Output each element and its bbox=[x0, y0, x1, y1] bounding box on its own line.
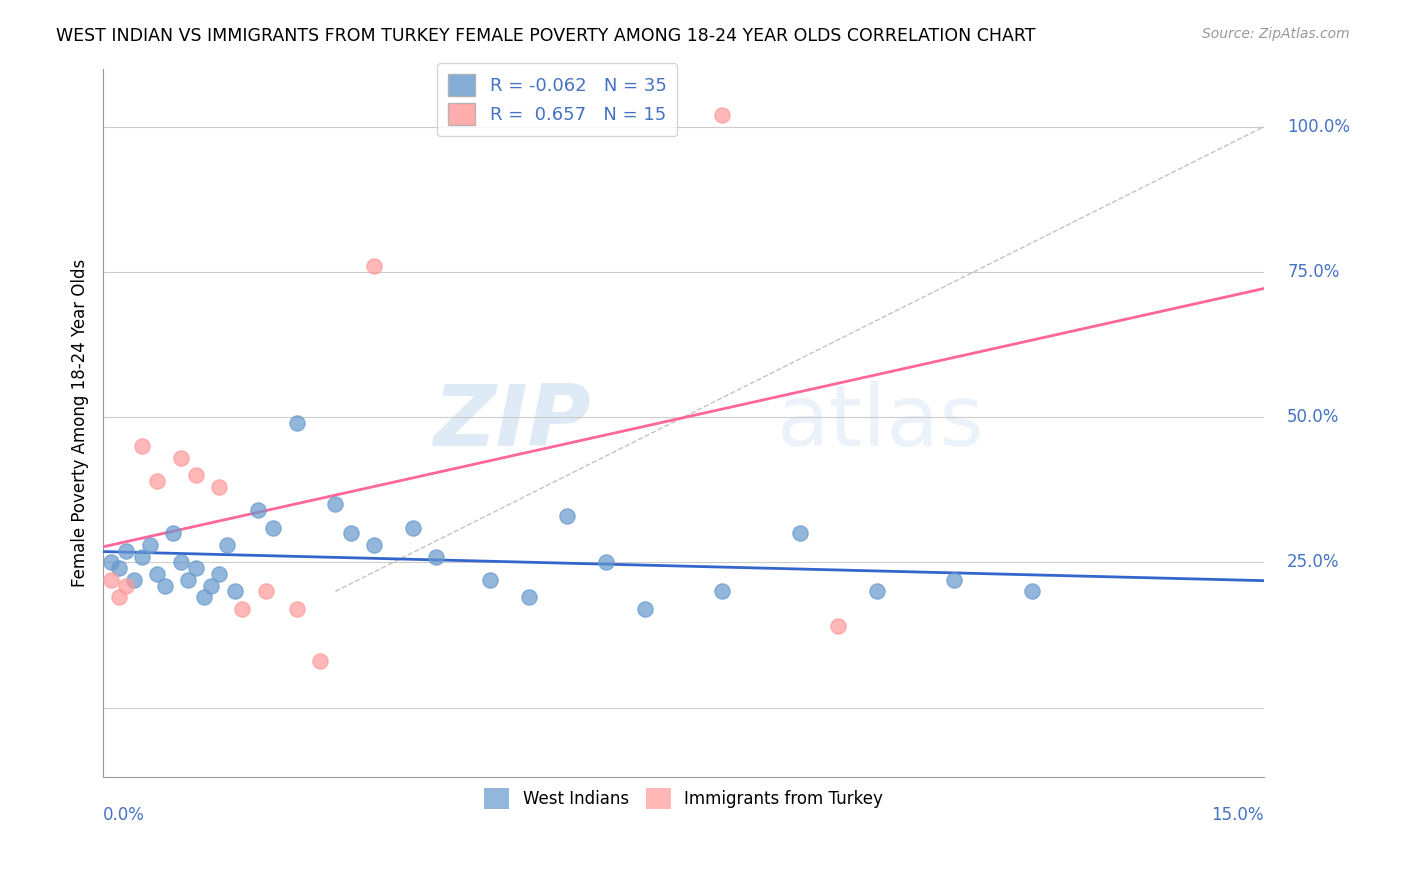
Point bbox=[339, 526, 361, 541]
Legend: West Indians, Immigrants from Turkey: West Indians, Immigrants from Turkey bbox=[474, 779, 893, 819]
Point bbox=[138, 538, 160, 552]
Text: 0.0%: 0.0% bbox=[103, 806, 145, 824]
Point bbox=[169, 450, 191, 465]
Point bbox=[363, 259, 385, 273]
Point bbox=[131, 439, 153, 453]
Point bbox=[115, 579, 138, 593]
Point bbox=[323, 497, 346, 511]
Point bbox=[224, 584, 246, 599]
Point bbox=[634, 602, 657, 616]
Point bbox=[162, 526, 184, 541]
Y-axis label: Female Poverty Among 18-24 Year Olds: Female Poverty Among 18-24 Year Olds bbox=[72, 259, 89, 587]
Point bbox=[115, 543, 138, 558]
Point bbox=[517, 591, 540, 605]
Point bbox=[827, 619, 849, 633]
Point bbox=[285, 416, 308, 430]
Point bbox=[363, 538, 385, 552]
Point bbox=[146, 566, 169, 581]
Point bbox=[943, 573, 966, 587]
Text: atlas: atlas bbox=[776, 382, 984, 465]
Point bbox=[193, 591, 215, 605]
Point bbox=[131, 549, 153, 564]
Point bbox=[107, 591, 129, 605]
Point bbox=[557, 508, 579, 523]
Point bbox=[184, 468, 207, 483]
Point bbox=[177, 573, 200, 587]
Point bbox=[262, 520, 284, 534]
Point bbox=[100, 573, 122, 587]
Point bbox=[866, 584, 889, 599]
Point bbox=[122, 573, 145, 587]
Point bbox=[711, 108, 734, 122]
Text: ZIP: ZIP bbox=[433, 382, 591, 465]
Point bbox=[100, 555, 122, 569]
Point bbox=[215, 538, 238, 552]
Point bbox=[789, 526, 811, 541]
Point bbox=[711, 584, 734, 599]
Point bbox=[285, 602, 308, 616]
Text: 25.0%: 25.0% bbox=[1288, 553, 1340, 572]
Text: 15.0%: 15.0% bbox=[1212, 806, 1264, 824]
Point bbox=[254, 584, 277, 599]
Point bbox=[231, 602, 253, 616]
Point bbox=[1021, 584, 1043, 599]
Point bbox=[208, 480, 231, 494]
Point bbox=[425, 549, 447, 564]
Point bbox=[200, 579, 222, 593]
Point bbox=[308, 654, 330, 668]
Point bbox=[146, 474, 169, 488]
Text: 75.0%: 75.0% bbox=[1288, 263, 1340, 281]
Point bbox=[595, 555, 617, 569]
Text: WEST INDIAN VS IMMIGRANTS FROM TURKEY FEMALE POVERTY AMONG 18-24 YEAR OLDS CORRE: WEST INDIAN VS IMMIGRANTS FROM TURKEY FE… bbox=[56, 27, 1036, 45]
Text: Source: ZipAtlas.com: Source: ZipAtlas.com bbox=[1202, 27, 1350, 41]
Point bbox=[153, 579, 176, 593]
Text: 100.0%: 100.0% bbox=[1288, 118, 1350, 136]
Point bbox=[208, 566, 231, 581]
Point bbox=[169, 555, 191, 569]
Point bbox=[402, 520, 425, 534]
Point bbox=[479, 573, 502, 587]
Point bbox=[246, 503, 269, 517]
Point bbox=[184, 561, 207, 575]
Point bbox=[107, 561, 129, 575]
Text: 50.0%: 50.0% bbox=[1288, 409, 1340, 426]
